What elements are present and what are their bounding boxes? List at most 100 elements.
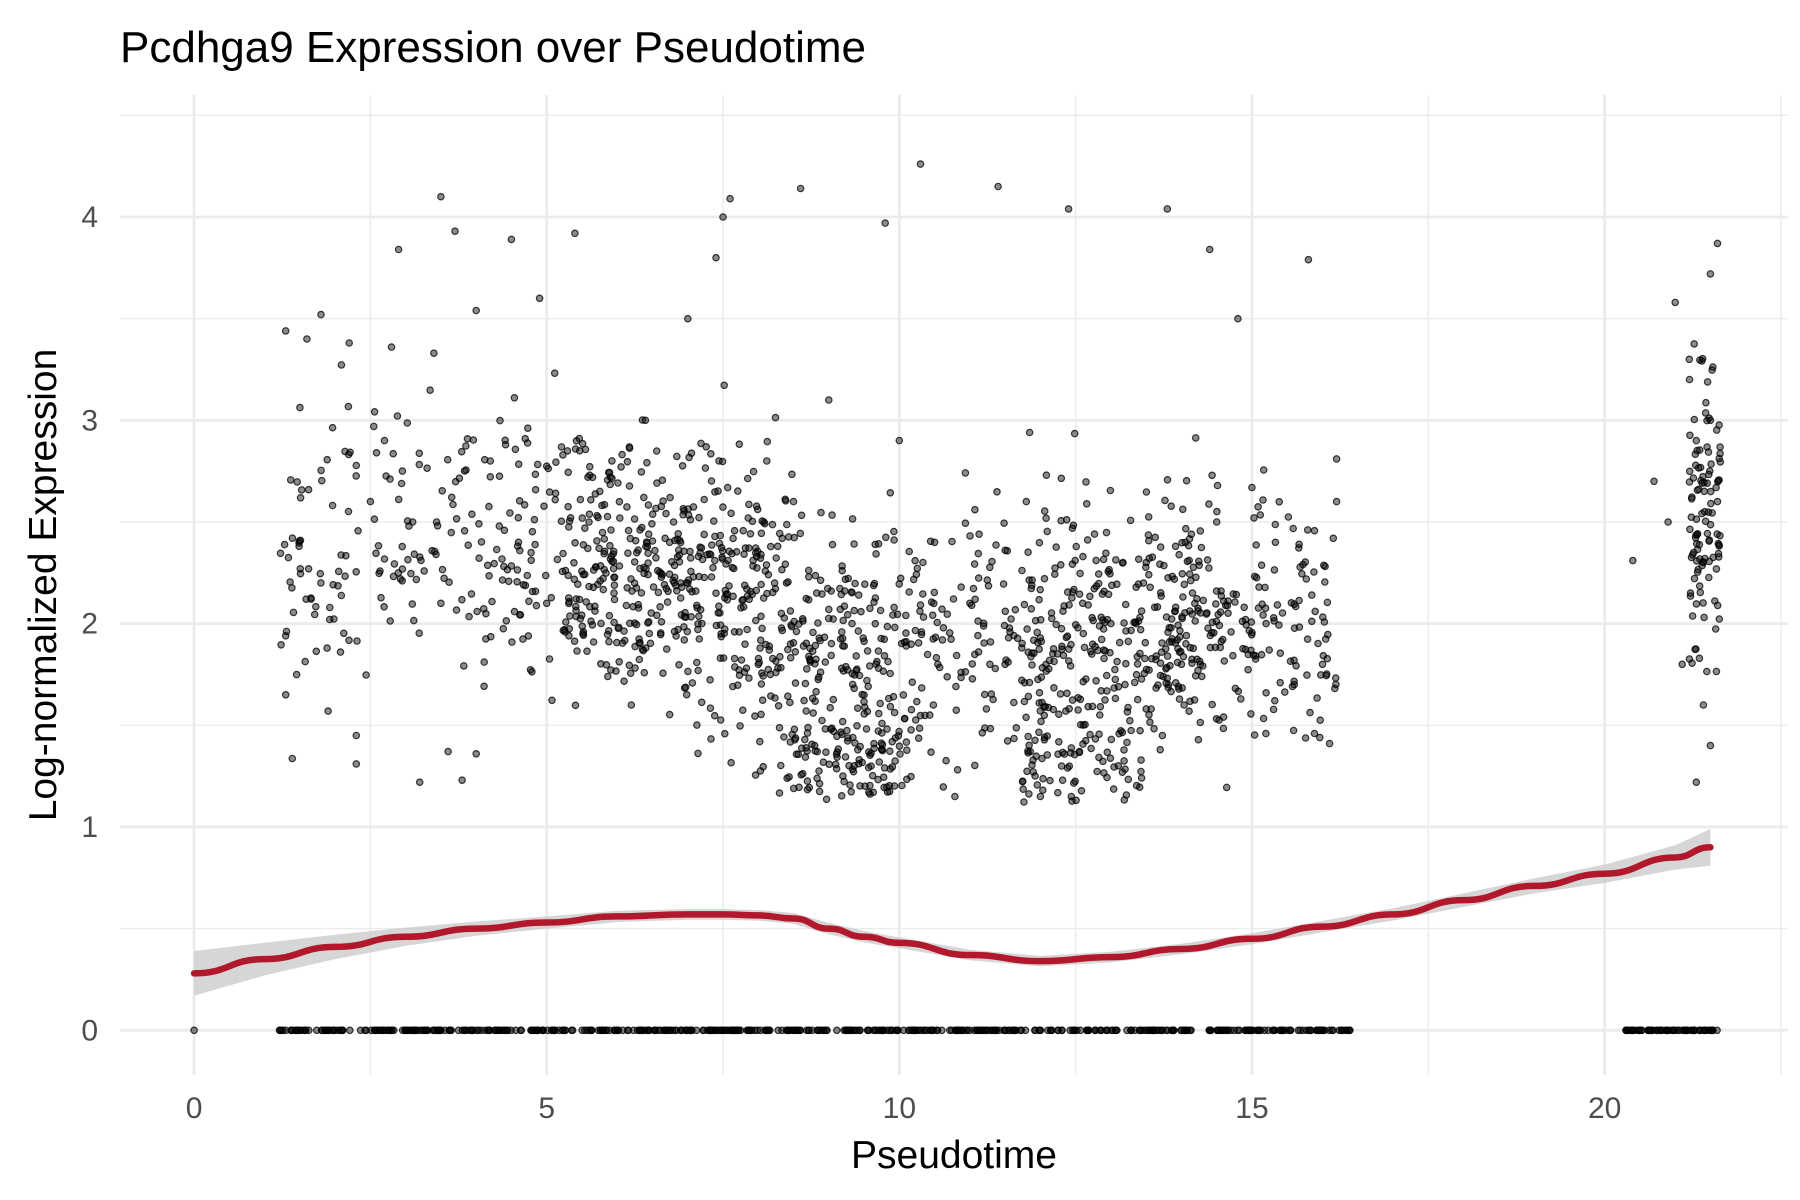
data-point: [911, 556, 919, 565]
data-point: [1301, 558, 1310, 566]
data-point: [354, 526, 362, 535]
data-point: [1064, 205, 1073, 213]
data-point: [911, 716, 920, 724]
data-point: [697, 544, 706, 552]
data-point: [1144, 513, 1153, 521]
data-point: [341, 447, 349, 456]
data-point: [578, 622, 587, 631]
data-point: [1317, 671, 1325, 679]
data-point: [409, 616, 418, 625]
data-point: [911, 626, 920, 635]
data-point: [573, 647, 581, 655]
data-point: [970, 650, 979, 659]
data-point: [728, 682, 737, 691]
data-point: [1020, 697, 1029, 706]
data-point: [1096, 711, 1104, 719]
data-point: [605, 611, 614, 620]
data-point: [757, 680, 766, 688]
data-point: [714, 602, 723, 611]
data-point: [579, 627, 588, 636]
data-point: [531, 470, 540, 479]
data-point: [761, 567, 770, 575]
data-point: [1151, 533, 1160, 542]
data-point: [894, 731, 903, 740]
data-point: [1039, 774, 1047, 783]
data-point: [321, 1026, 329, 1035]
data-point: [485, 502, 493, 511]
data-point: [902, 629, 910, 637]
data-point: [1706, 741, 1715, 750]
data-point: [557, 443, 566, 451]
data-point: [394, 495, 403, 504]
data-point: [1041, 702, 1050, 711]
data-point: [720, 729, 729, 738]
data-point: [1052, 620, 1061, 629]
data-point: [620, 636, 629, 645]
data-point: [801, 753, 810, 761]
data-point: [1701, 409, 1710, 417]
data-point: [1063, 588, 1072, 596]
data-point: [665, 570, 674, 579]
data-point: [938, 605, 946, 614]
data-point: [736, 722, 744, 730]
data-point: [866, 781, 874, 790]
data-point: [860, 580, 869, 589]
data-point: [700, 530, 709, 539]
data-point: [1102, 549, 1110, 558]
data-point: [1055, 710, 1063, 719]
data-point: [741, 640, 749, 649]
data-point: [1712, 667, 1721, 676]
data-point: [680, 684, 689, 692]
data-point: [1057, 560, 1065, 569]
data-point: [983, 576, 992, 584]
data-point: [1259, 714, 1268, 723]
data-point: [822, 795, 831, 804]
data-point: [596, 1026, 605, 1035]
data-point: [1240, 603, 1249, 612]
data-point: [848, 588, 856, 597]
data-point: [1206, 631, 1215, 640]
data-point: [1122, 659, 1130, 668]
data-point: [624, 526, 633, 535]
data-point: [740, 581, 749, 590]
data-point: [277, 1026, 286, 1035]
data-point: [1180, 580, 1189, 589]
data-point: [1178, 538, 1186, 547]
data-point: [576, 495, 585, 504]
data-point: [849, 733, 857, 742]
data-point: [345, 1026, 354, 1035]
data-point: [1316, 733, 1324, 742]
data-point: [1313, 694, 1321, 702]
data-point: [1080, 643, 1089, 652]
data-point: [1124, 637, 1133, 646]
data-point: [1062, 515, 1071, 524]
data-point: [796, 184, 805, 193]
data-point: [802, 707, 811, 715]
data-point: [1163, 205, 1172, 213]
data-point: [749, 562, 757, 570]
data-point: [447, 528, 456, 537]
data-point: [1096, 702, 1105, 711]
data-point: [1067, 640, 1075, 649]
data-point: [876, 606, 885, 615]
data-point: [636, 564, 644, 573]
data-point: [561, 1026, 570, 1035]
data-point: [1182, 631, 1191, 640]
data-point: [370, 1026, 379, 1035]
data-point: [607, 526, 615, 534]
data-point: [1319, 651, 1328, 660]
data-point: [822, 748, 830, 757]
data-point: [1142, 558, 1151, 567]
data-point: [372, 549, 380, 558]
data-point: [799, 642, 808, 650]
data-point: [966, 532, 974, 540]
data-point: [916, 601, 925, 609]
data-point: [1132, 781, 1141, 790]
data-point: [362, 1026, 370, 1035]
data-point: [782, 520, 791, 529]
data-point: [957, 673, 965, 682]
data-point: [781, 560, 790, 569]
data-point: [599, 585, 608, 594]
data-point: [1161, 496, 1169, 505]
data-point: [790, 533, 799, 542]
